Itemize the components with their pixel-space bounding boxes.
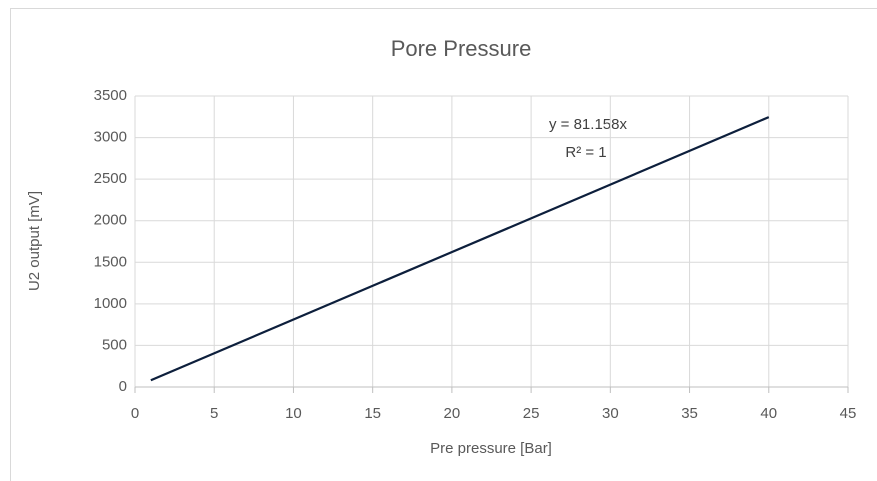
- x-tick-label: 10: [285, 405, 302, 422]
- y-tick-label: 1000: [94, 295, 127, 312]
- y-tick-label: 1500: [94, 253, 127, 270]
- x-tick-label: 45: [840, 405, 857, 422]
- annotation: y = 81.158x: [549, 116, 627, 133]
- y-axis-label: U2 output [mV]: [26, 191, 43, 291]
- y-tick-label: 0: [119, 378, 127, 395]
- x-tick-label: 0: [131, 405, 139, 422]
- data-line: [150, 116, 770, 382]
- x-tick-label: 35: [681, 405, 698, 422]
- y-tick-label: 2000: [94, 212, 127, 229]
- chart-border: [10, 8, 877, 481]
- chart-title: Pore Pressure: [391, 36, 532, 61]
- x-tick-label: 5: [210, 405, 218, 422]
- x-tick-label: 30: [602, 405, 619, 422]
- y-tick-label: 2500: [94, 170, 127, 187]
- y-tick-label: 500: [102, 336, 127, 353]
- x-tick-label: 20: [444, 405, 461, 422]
- annotation: R² = 1: [565, 144, 606, 161]
- x-axis-label: Pre pressure [Bar]: [430, 440, 552, 457]
- y-tick-label: 3500: [94, 87, 127, 104]
- x-tick-label: 25: [523, 405, 540, 422]
- x-tick-label: 15: [364, 405, 381, 422]
- y-tick-label: 3000: [94, 129, 127, 146]
- x-tick-label: 40: [760, 405, 777, 422]
